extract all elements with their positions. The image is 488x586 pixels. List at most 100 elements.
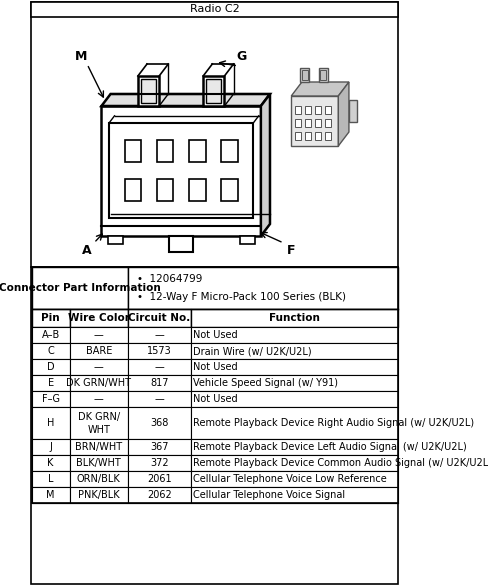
Text: D: D	[47, 362, 54, 372]
Bar	[70, 309, 128, 327]
Text: 1573: 1573	[147, 346, 172, 356]
Bar	[315, 106, 321, 114]
Text: Cellular Telephone Voice Signal: Cellular Telephone Voice Signal	[193, 490, 346, 500]
Text: 367: 367	[150, 442, 169, 452]
Bar	[128, 309, 191, 327]
Bar	[32, 267, 398, 503]
Bar	[325, 119, 331, 127]
Polygon shape	[102, 94, 270, 106]
Text: Not Used: Not Used	[193, 362, 238, 372]
Bar	[191, 455, 398, 471]
Bar	[157, 179, 173, 201]
Bar	[128, 487, 191, 503]
Bar	[32, 375, 70, 391]
Bar	[221, 179, 238, 201]
Bar	[189, 140, 205, 162]
Text: ORN/BLK: ORN/BLK	[77, 474, 121, 484]
Bar	[70, 327, 128, 343]
Bar	[157, 140, 173, 162]
Bar	[128, 407, 191, 439]
Bar	[221, 140, 238, 162]
Bar	[128, 471, 191, 487]
Bar	[70, 359, 128, 375]
Text: Wire Color: Wire Color	[68, 313, 130, 323]
Bar	[191, 359, 398, 375]
Bar	[70, 471, 128, 487]
Bar	[70, 455, 128, 471]
Text: DK GRN/: DK GRN/	[78, 412, 120, 423]
Text: BRN/WHT: BRN/WHT	[75, 442, 122, 452]
Bar	[32, 391, 70, 407]
Bar	[295, 119, 301, 127]
Bar	[128, 455, 191, 471]
Bar	[305, 106, 311, 114]
Text: •  12-Way F Micro-Pack 100 Series (BLK): • 12-Way F Micro-Pack 100 Series (BLK)	[137, 292, 346, 302]
Bar	[206, 79, 222, 103]
Text: Not Used: Not Used	[193, 394, 238, 404]
Bar	[295, 106, 301, 114]
Bar	[32, 309, 70, 327]
Text: WHT: WHT	[87, 425, 110, 435]
Bar	[141, 79, 156, 103]
Text: 372: 372	[150, 458, 169, 468]
Text: L: L	[48, 474, 53, 484]
Bar	[315, 119, 321, 127]
Bar	[325, 106, 331, 114]
Bar	[128, 359, 191, 375]
Bar	[124, 140, 141, 162]
Text: M: M	[75, 49, 87, 63]
Bar	[203, 76, 224, 106]
Bar	[32, 267, 128, 309]
Bar	[128, 439, 191, 455]
Bar	[191, 439, 398, 455]
Bar	[70, 439, 128, 455]
Bar	[240, 236, 255, 244]
Bar	[109, 123, 253, 218]
Bar	[32, 487, 70, 503]
Bar	[124, 179, 141, 201]
Text: F: F	[287, 244, 296, 257]
Text: 368: 368	[150, 418, 169, 428]
Text: 817: 817	[150, 378, 169, 388]
Text: DK GRN/WHT: DK GRN/WHT	[66, 378, 131, 388]
Polygon shape	[338, 82, 349, 146]
Bar	[128, 391, 191, 407]
Text: G: G	[237, 49, 247, 63]
Bar	[32, 343, 70, 359]
Text: 2061: 2061	[147, 474, 172, 484]
Bar	[32, 455, 70, 471]
Bar	[128, 327, 191, 343]
Bar	[191, 343, 398, 359]
Bar	[70, 487, 128, 503]
Bar	[128, 375, 191, 391]
Text: Remote Playback Device Common Audio Signal (w/ U2K/U2L): Remote Playback Device Common Audio Sign…	[193, 458, 488, 468]
Text: C: C	[47, 346, 54, 356]
Text: Pin: Pin	[41, 313, 60, 323]
Bar	[302, 70, 308, 80]
Bar	[32, 359, 70, 375]
Text: —: —	[94, 362, 103, 372]
Bar	[295, 132, 301, 140]
Text: —: —	[155, 362, 164, 372]
Text: —: —	[155, 394, 164, 404]
Bar	[191, 407, 398, 439]
Bar	[70, 407, 128, 439]
Text: 2062: 2062	[147, 490, 172, 500]
Bar	[32, 439, 70, 455]
Bar	[305, 132, 311, 140]
Bar	[31, 2, 398, 17]
Bar	[169, 236, 193, 252]
Text: —: —	[155, 330, 164, 340]
Text: Vehicle Speed Signal (w/ Y91): Vehicle Speed Signal (w/ Y91)	[193, 378, 338, 388]
Bar	[128, 343, 191, 359]
Bar	[291, 96, 338, 146]
Text: Connector Part Information: Connector Part Information	[0, 283, 161, 293]
Text: M: M	[46, 490, 55, 500]
Bar	[300, 68, 309, 82]
Bar	[70, 343, 128, 359]
Polygon shape	[261, 94, 270, 236]
Bar	[320, 70, 326, 80]
Bar	[349, 100, 357, 122]
Bar	[32, 407, 70, 439]
Text: K: K	[47, 458, 54, 468]
